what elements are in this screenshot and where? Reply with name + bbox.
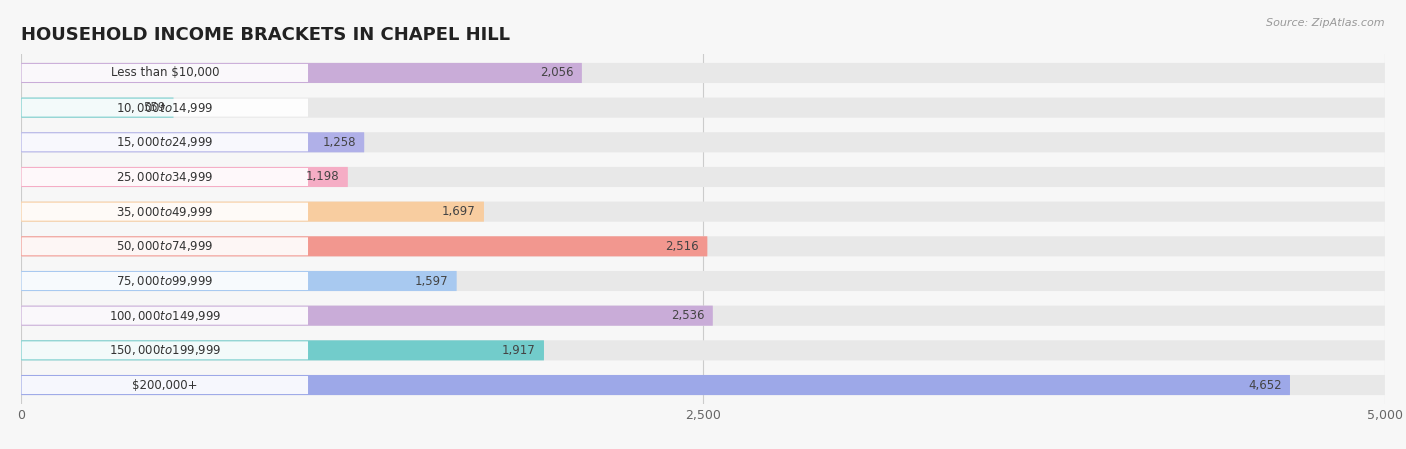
- Text: 1,597: 1,597: [415, 274, 449, 287]
- Text: 1,697: 1,697: [441, 205, 475, 218]
- Text: Less than $10,000: Less than $10,000: [111, 66, 219, 79]
- FancyBboxPatch shape: [21, 202, 308, 220]
- Text: $75,000 to $99,999: $75,000 to $99,999: [117, 274, 214, 288]
- FancyBboxPatch shape: [21, 63, 582, 83]
- FancyBboxPatch shape: [21, 133, 308, 151]
- Text: $35,000 to $49,999: $35,000 to $49,999: [117, 205, 214, 219]
- FancyBboxPatch shape: [21, 306, 713, 326]
- FancyBboxPatch shape: [21, 271, 457, 291]
- FancyBboxPatch shape: [21, 375, 1289, 395]
- FancyBboxPatch shape: [21, 341, 308, 359]
- FancyBboxPatch shape: [21, 97, 1385, 118]
- FancyBboxPatch shape: [21, 376, 308, 394]
- FancyBboxPatch shape: [21, 340, 544, 361]
- Text: 2,536: 2,536: [671, 309, 704, 322]
- FancyBboxPatch shape: [21, 168, 308, 186]
- Text: 2,516: 2,516: [665, 240, 699, 253]
- Text: $25,000 to $34,999: $25,000 to $34,999: [117, 170, 214, 184]
- Text: 2,056: 2,056: [540, 66, 574, 79]
- Text: $150,000 to $199,999: $150,000 to $199,999: [108, 343, 221, 357]
- FancyBboxPatch shape: [21, 271, 1385, 291]
- FancyBboxPatch shape: [21, 340, 1385, 361]
- Text: 1,198: 1,198: [307, 171, 340, 184]
- FancyBboxPatch shape: [21, 307, 308, 325]
- Text: Source: ZipAtlas.com: Source: ZipAtlas.com: [1267, 18, 1385, 28]
- FancyBboxPatch shape: [21, 236, 1385, 256]
- FancyBboxPatch shape: [21, 64, 308, 82]
- FancyBboxPatch shape: [21, 63, 1385, 83]
- FancyBboxPatch shape: [21, 375, 1385, 395]
- Text: $15,000 to $24,999: $15,000 to $24,999: [117, 135, 214, 150]
- FancyBboxPatch shape: [21, 272, 308, 290]
- Text: $200,000+: $200,000+: [132, 379, 198, 392]
- Text: $50,000 to $74,999: $50,000 to $74,999: [117, 239, 214, 253]
- FancyBboxPatch shape: [21, 132, 364, 152]
- Text: 1,258: 1,258: [322, 136, 356, 149]
- Text: HOUSEHOLD INCOME BRACKETS IN CHAPEL HILL: HOUSEHOLD INCOME BRACKETS IN CHAPEL HILL: [21, 26, 510, 44]
- Text: 559: 559: [143, 101, 166, 114]
- FancyBboxPatch shape: [21, 99, 308, 117]
- FancyBboxPatch shape: [21, 132, 1385, 152]
- FancyBboxPatch shape: [21, 202, 1385, 222]
- Text: 4,652: 4,652: [1249, 379, 1282, 392]
- FancyBboxPatch shape: [21, 167, 347, 187]
- FancyBboxPatch shape: [21, 306, 1385, 326]
- Text: $100,000 to $149,999: $100,000 to $149,999: [108, 308, 221, 323]
- Text: $10,000 to $14,999: $10,000 to $14,999: [117, 101, 214, 114]
- FancyBboxPatch shape: [21, 238, 308, 255]
- FancyBboxPatch shape: [21, 202, 484, 222]
- Text: 1,917: 1,917: [502, 344, 536, 357]
- FancyBboxPatch shape: [21, 167, 1385, 187]
- FancyBboxPatch shape: [21, 236, 707, 256]
- FancyBboxPatch shape: [21, 97, 173, 118]
